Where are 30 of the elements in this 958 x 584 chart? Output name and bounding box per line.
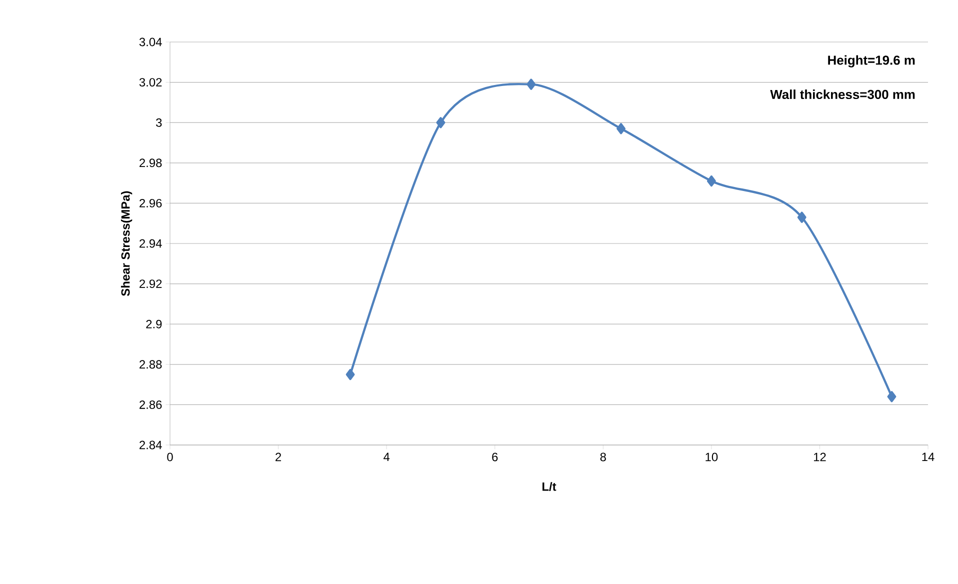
point	[887, 391, 896, 402]
point	[797, 212, 806, 223]
y-tick-label: 2.86	[140, 400, 162, 409]
y-tick-label: 2.9	[146, 320, 162, 328]
y-tick-label: 2.88	[140, 360, 162, 369]
y-tick-label: 2.92	[140, 280, 162, 288]
y-tick-label: 2.96	[140, 198, 162, 208]
y-axis-title: Shear Stress(MPa)	[120, 191, 132, 296]
point	[616, 123, 626, 134]
y-tick-label: 2.84	[140, 440, 162, 450]
x-tick-label: 6	[492, 452, 498, 462]
y-tick-label: 3.02	[139, 78, 162, 87]
x-tick-label: 2	[276, 452, 282, 462]
annotation: Height=19.6 m	[828, 55, 915, 68]
x-tick-label: 8	[600, 452, 606, 462]
y-tick-label: 3.04	[139, 38, 162, 46]
x-tick-label: 10	[706, 452, 718, 462]
x-tick-label: 0	[167, 452, 173, 462]
x-tick-label: 4	[384, 452, 390, 461]
y-tick-label: 2.94	[140, 239, 162, 248]
point	[346, 368, 355, 380]
x-tick-label: 14	[922, 452, 934, 461]
point	[436, 117, 446, 128]
annotation: Wall thickness=300 mm	[770, 90, 915, 100]
y-tick-label: 3	[156, 118, 162, 127]
point	[526, 78, 536, 90]
y-tick-label: 2.98	[140, 158, 162, 168]
point	[706, 175, 716, 187]
x-axis-title: L/t	[542, 482, 556, 491]
x-tick-label: 12	[814, 452, 826, 462]
